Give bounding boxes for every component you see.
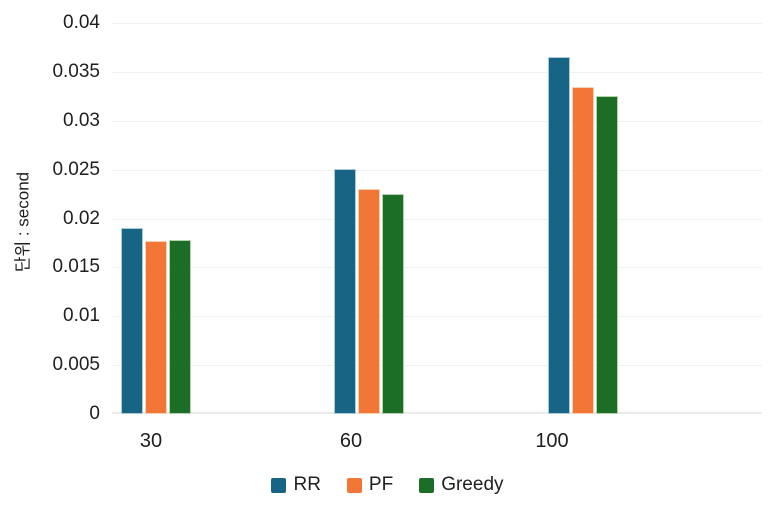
bar-rr-30 xyxy=(121,228,143,414)
gridline xyxy=(112,365,762,366)
plot-area xyxy=(112,23,762,414)
bar-rr-60 xyxy=(334,169,356,414)
y-tick-label: 0.02 xyxy=(63,208,100,229)
bar-greedy-60 xyxy=(382,194,404,414)
y-tick-label: 0.035 xyxy=(52,61,100,82)
bar-pf-60 xyxy=(358,189,380,414)
bar-pf-30 xyxy=(145,241,167,414)
bar-greedy-100 xyxy=(596,96,618,414)
y-tick-label: 0.015 xyxy=(52,256,100,277)
bar-pf-100 xyxy=(572,87,594,414)
x-tick-label: 60 xyxy=(339,430,363,452)
gridline xyxy=(112,267,762,268)
x-axis-baseline xyxy=(112,412,762,414)
legend-label: PF xyxy=(368,474,394,495)
gridline xyxy=(112,316,762,317)
gridline xyxy=(112,121,762,122)
legend-item-rr: RR xyxy=(271,474,321,496)
y-tick-label: 0.01 xyxy=(63,305,100,326)
legend: RR PF Greedy xyxy=(0,474,775,496)
gridline xyxy=(112,23,762,24)
y-tick-label: 0.025 xyxy=(52,159,100,180)
legend-item-pf: PF xyxy=(346,474,394,496)
bar-rr-100 xyxy=(548,57,570,414)
legend-label: Greedy xyxy=(441,474,504,495)
legend-swatch-greedy xyxy=(419,477,435,493)
gridline xyxy=(112,72,762,73)
y-tick-label: 0 xyxy=(89,403,100,424)
y-tick-label: 0.04 xyxy=(63,12,100,33)
gridline xyxy=(112,219,762,220)
gridline xyxy=(112,170,762,171)
legend-item-greedy: Greedy xyxy=(419,474,504,496)
bar-greedy-30 xyxy=(169,240,191,414)
x-tick-label: 30 xyxy=(139,430,163,452)
legend-label: RR xyxy=(293,474,321,495)
legend-swatch-rr xyxy=(271,477,287,493)
legend-swatch-pf xyxy=(346,477,362,493)
y-tick-label: 0.03 xyxy=(63,110,100,131)
x-tick-label: 100 xyxy=(535,430,569,452)
y-tick-label: 0.005 xyxy=(52,354,100,375)
